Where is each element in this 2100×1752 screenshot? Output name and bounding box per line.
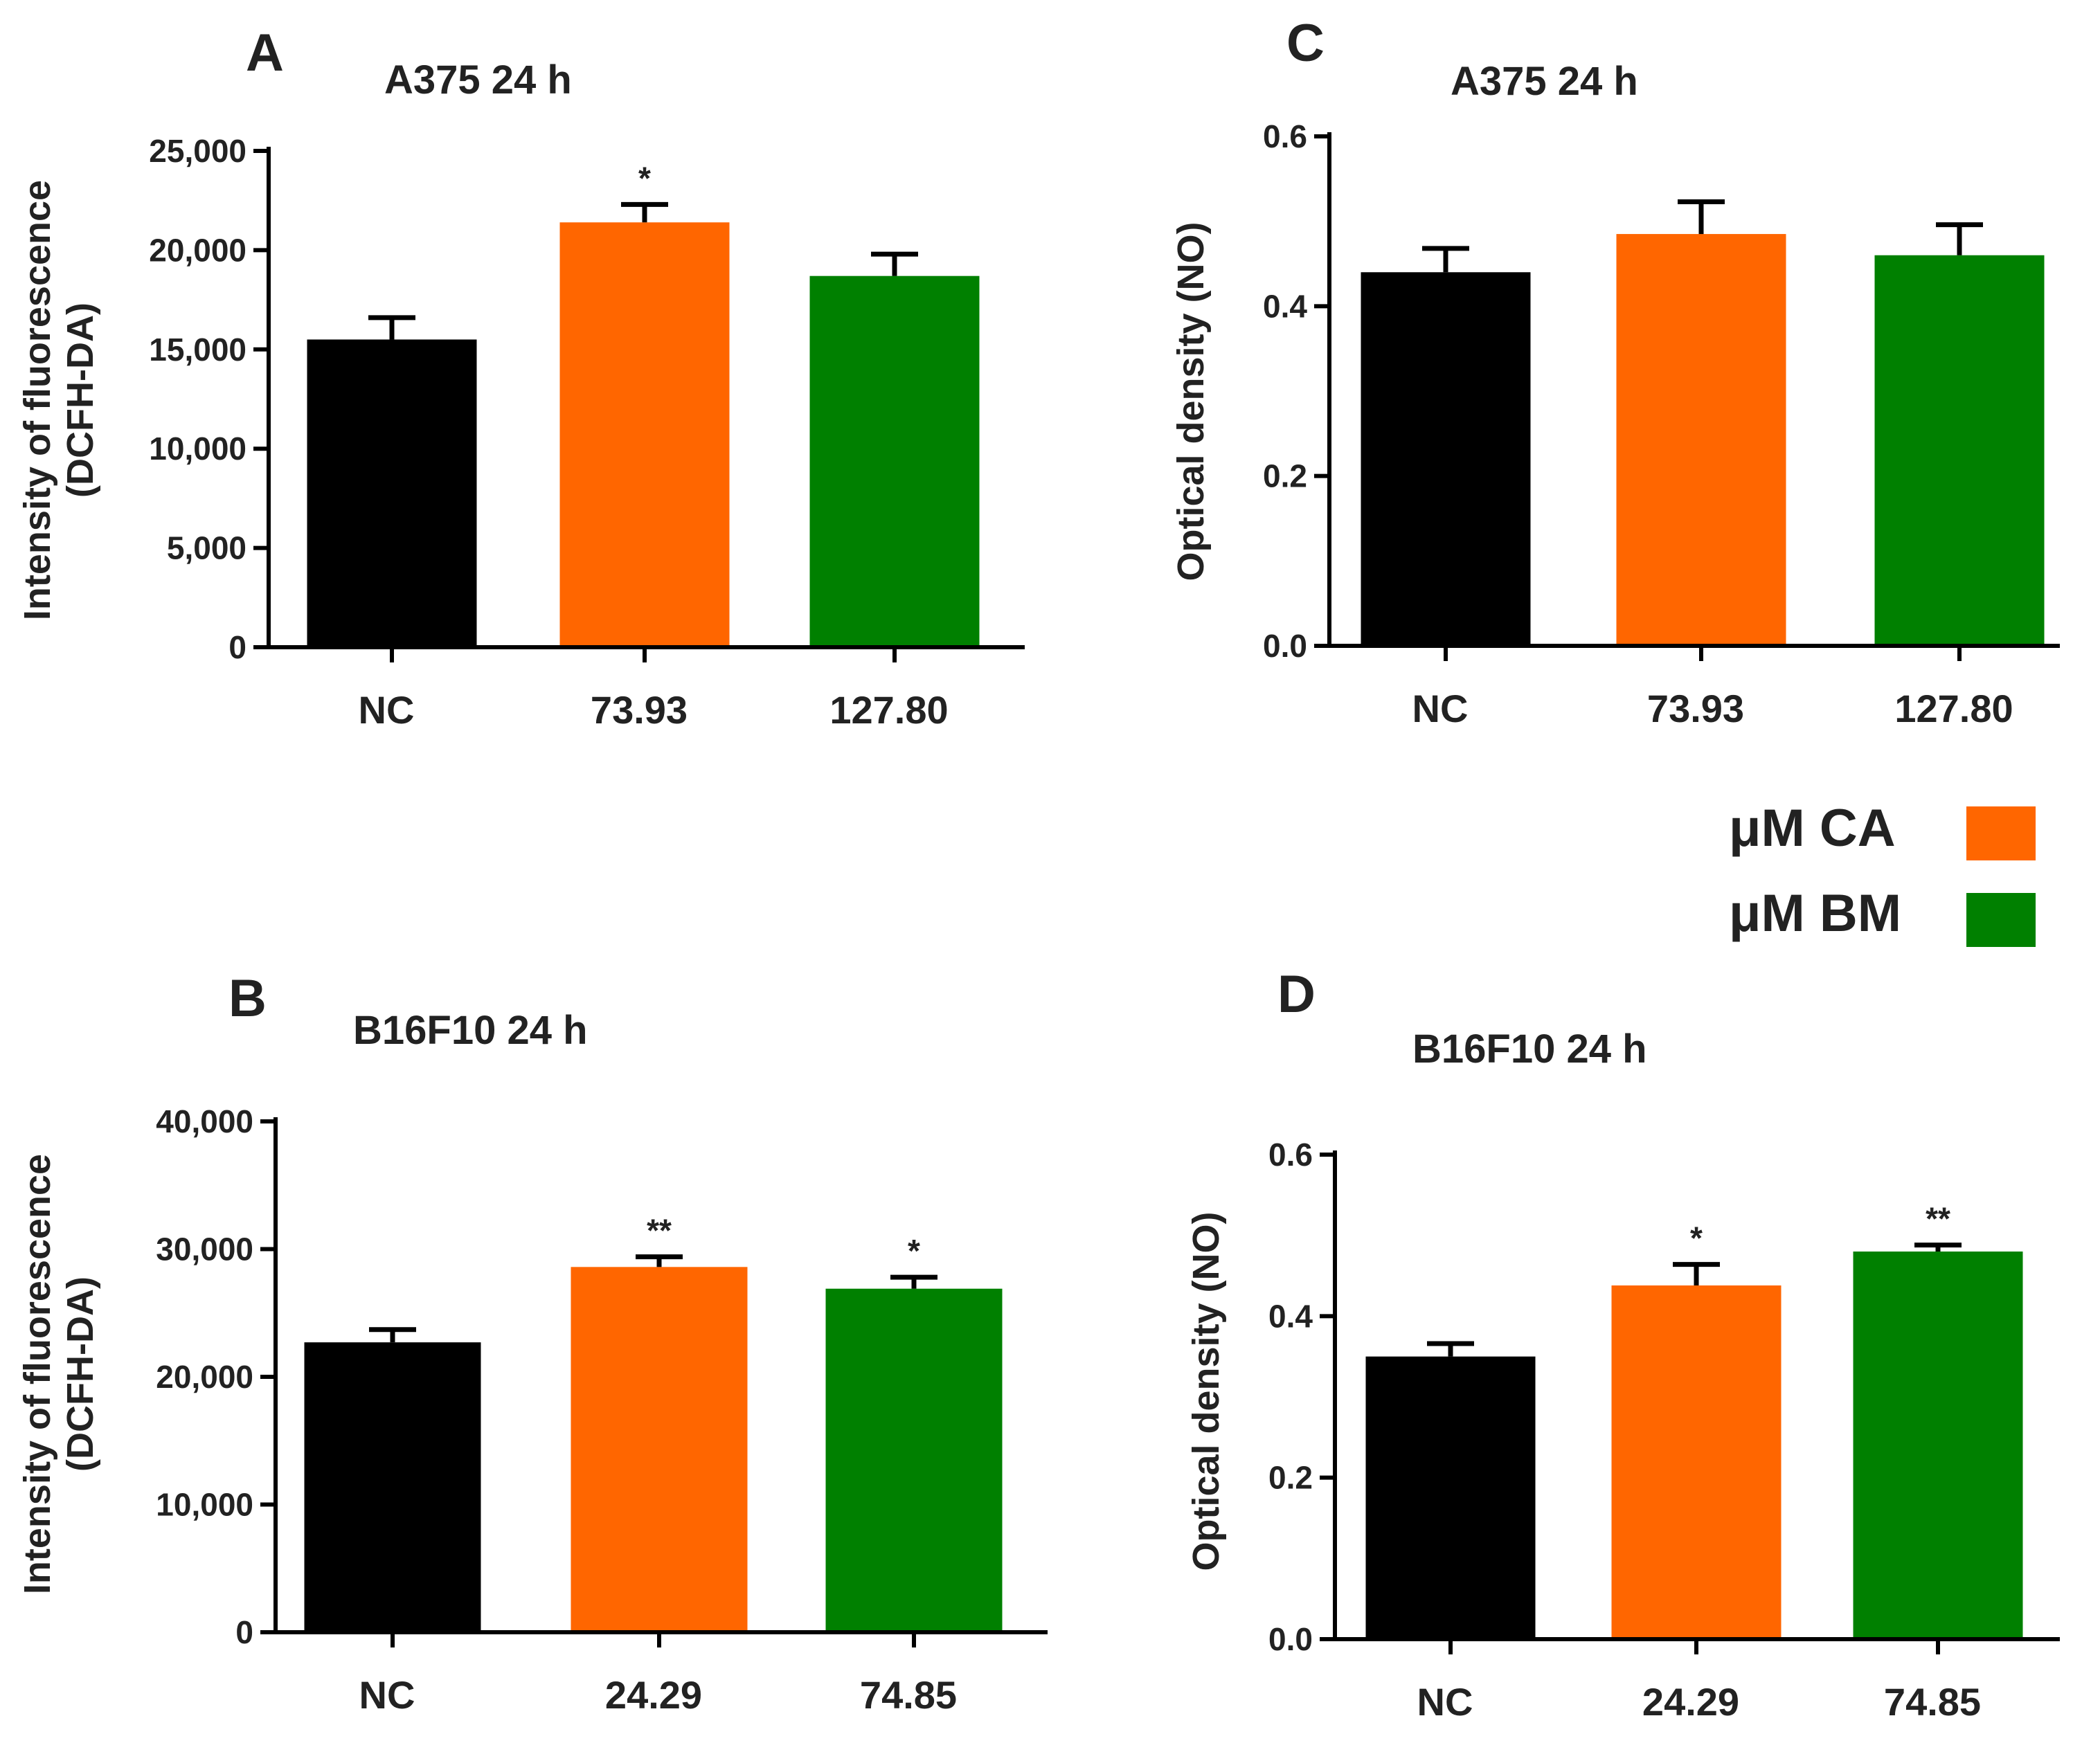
y-axis-label: Optical density (NO) [1170, 222, 1212, 581]
y-tick-label: 20,000 [156, 1359, 253, 1395]
x-tick-label: NC [1412, 687, 1469, 730]
bar-NC [304, 1342, 481, 1632]
y-tick-label: 20,000 [149, 232, 246, 268]
legend-label-bm: μM BM [1729, 884, 1901, 943]
bar-127.80 [1874, 255, 2045, 646]
bar-74.85 [1853, 1252, 2023, 1639]
bar-74.85 [825, 1288, 1003, 1632]
bar-127.80 [809, 276, 980, 648]
y-tick-label: 5,000 [167, 530, 246, 566]
panel-d: D B16F10 24 h Optical density (NO) NC * 24.… [1185, 965, 2060, 1724]
y-tick-label: 0.2 [1268, 1460, 1313, 1496]
y-tick-label: 0.0 [1268, 1621, 1313, 1657]
panel-c-letter: C [1286, 14, 1325, 73]
y-tick-label: 0.6 [1263, 118, 1307, 154]
y-tick-label: 0.0 [1263, 628, 1307, 664]
panel-b-plot: Intensity of fluorescence(DCFH-DA) NC ** 24… [17, 1103, 1048, 1717]
x-tick-label: 127.80 [1894, 687, 2013, 730]
significance-label: ** [1926, 1201, 1950, 1237]
panel-d-plot: Optical density (NO) NC * 24.29 ** 74.85 0.0 0.… [1185, 1137, 2060, 1724]
panel-b-letter: B [228, 969, 267, 1028]
x-tick-label: 74.85 [1884, 1680, 1981, 1724]
significance-label: * [1690, 1220, 1703, 1256]
panel-a-title: A375 24 h [384, 57, 572, 102]
legend-swatch-ca [1966, 806, 2036, 860]
legend-label-ca: μM CA [1729, 799, 1896, 858]
x-tick-label: 73.93 [1647, 687, 1744, 730]
panel-d-letter: D [1277, 965, 1316, 1024]
y-tick-label: 0.2 [1263, 458, 1307, 494]
x-tick-label: 24.29 [1642, 1680, 1739, 1724]
y-tick-label: 15,000 [149, 332, 246, 368]
y-tick-label: 0.4 [1263, 288, 1307, 324]
y-axis-label: Intensity of fluorescence(DCFH-DA) [17, 180, 101, 620]
bar-NC [1361, 272, 1531, 646]
y-axis-label: Intensity of fluorescence(DCFH-DA) [17, 1154, 101, 1594]
panel-b-title: B16F10 24 h [353, 1008, 588, 1053]
x-tick-label: 24.29 [605, 1673, 702, 1717]
y-tick-label: 40,000 [156, 1103, 253, 1139]
legend: μM CA μM BM [1729, 799, 2036, 947]
bar-73.93 [1616, 234, 1786, 647]
bar-24.29 [1611, 1285, 1782, 1639]
x-tick-label: 73.93 [591, 688, 688, 732]
y-tick-label: 0.6 [1268, 1137, 1313, 1173]
y-tick-label: 0 [228, 629, 246, 665]
bar-73.93 [559, 222, 730, 647]
x-tick-label: 74.85 [860, 1673, 957, 1717]
x-tick-label: NC [359, 1673, 415, 1717]
y-axis-label: Optical density (NO) [1185, 1211, 1227, 1571]
panel-a-letter: A [246, 24, 284, 82]
y-tick-label: 0 [235, 1614, 253, 1650]
x-tick-label: NC [1417, 1680, 1473, 1724]
x-tick-label: NC [359, 688, 415, 732]
panel-c-title: A375 24 h [1451, 59, 1638, 104]
panel-a-plot: Intensity of fluorescence(DCFH-DA) NC * 73.… [17, 133, 1025, 732]
legend-swatch-bm [1966, 893, 2036, 947]
panel-c: C A375 24 h Optical density (NO) NC 73.93 1… [1170, 14, 2060, 730]
bar-NC [1365, 1356, 1536, 1639]
y-tick-label: 30,000 [156, 1231, 253, 1267]
bar-24.29 [571, 1267, 748, 1632]
panel-b: B B16F10 24 h Intensity of fluorescence(… [17, 969, 1048, 1717]
panel-a: A A375 24 h Intensity of fluorescence(DC… [17, 24, 1025, 732]
significance-label: ** [647, 1213, 672, 1249]
significance-label: * [638, 160, 651, 196]
x-tick-label: 127.80 [829, 688, 948, 732]
y-tick-label: 25,000 [149, 133, 246, 169]
y-tick-label: 10,000 [149, 431, 246, 467]
panel-d-title: B16F10 24 h [1412, 1027, 1647, 1072]
y-tick-label: 0.4 [1268, 1298, 1313, 1334]
significance-label: * [908, 1233, 920, 1269]
panel-c-plot: Optical density (NO) NC 73.93 127.80 0.0 0.2 0… [1170, 118, 2060, 730]
y-tick-label: 10,000 [156, 1487, 253, 1523]
bar-NC [307, 339, 477, 647]
